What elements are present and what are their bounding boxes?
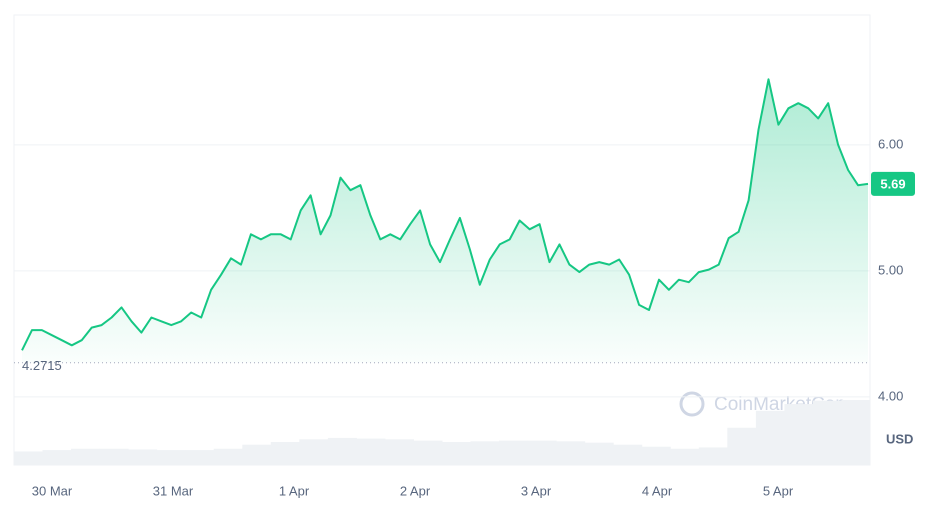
x-tick-label: 4 Apr [642,483,673,498]
x-tick-label: 5 Apr [763,483,794,498]
volume-bar [71,448,101,465]
price-line [21,78,869,351]
volume-bar [213,448,243,465]
volume-bar [727,427,757,465]
volume-bar [784,404,814,465]
volume-bar [185,450,215,465]
volume-bar [812,400,842,465]
volume-bar [499,440,529,465]
volume-bar [470,441,500,465]
x-tick-label: 31 Mar [153,483,194,498]
volume-bar [413,440,443,465]
volume-bar [156,450,186,465]
volume-bar [698,447,728,465]
y-tick-label: 5.00 [878,262,903,277]
volume-bar [442,441,472,465]
volume-bar [755,410,785,465]
price-badge [871,171,915,196]
baseline-label: 4.2715 [22,358,62,373]
volume-bar [384,439,414,465]
volume-bar [556,441,586,465]
volume-bar [270,441,300,465]
volume-bar [327,437,357,465]
volume-bar [670,448,700,465]
volume-bar [356,438,386,465]
price-badge-label: 5.69 [880,176,905,191]
volume-bar [99,448,129,465]
volume-bar [14,451,44,465]
volume-bar [841,400,871,465]
y-tick-label: 6.00 [878,136,903,151]
volume-bar [527,440,557,465]
x-tick-label: 2 Apr [400,483,431,498]
x-tick-label: 1 Apr [279,483,310,498]
volume-bar [299,439,329,465]
volume-bar [242,444,272,465]
area [22,79,868,363]
x-tick-label: 3 Apr [521,483,552,498]
volume-bar [584,442,614,465]
x-tick-label: 30 Mar [32,483,73,498]
volume-bar [128,449,158,465]
currency-label: USD [886,431,913,446]
volume-bar [42,450,72,465]
watermark-logo [679,391,705,417]
volume-bar [641,446,671,465]
y-tick-label: 4.00 [878,388,903,403]
volume-bar [613,444,643,465]
